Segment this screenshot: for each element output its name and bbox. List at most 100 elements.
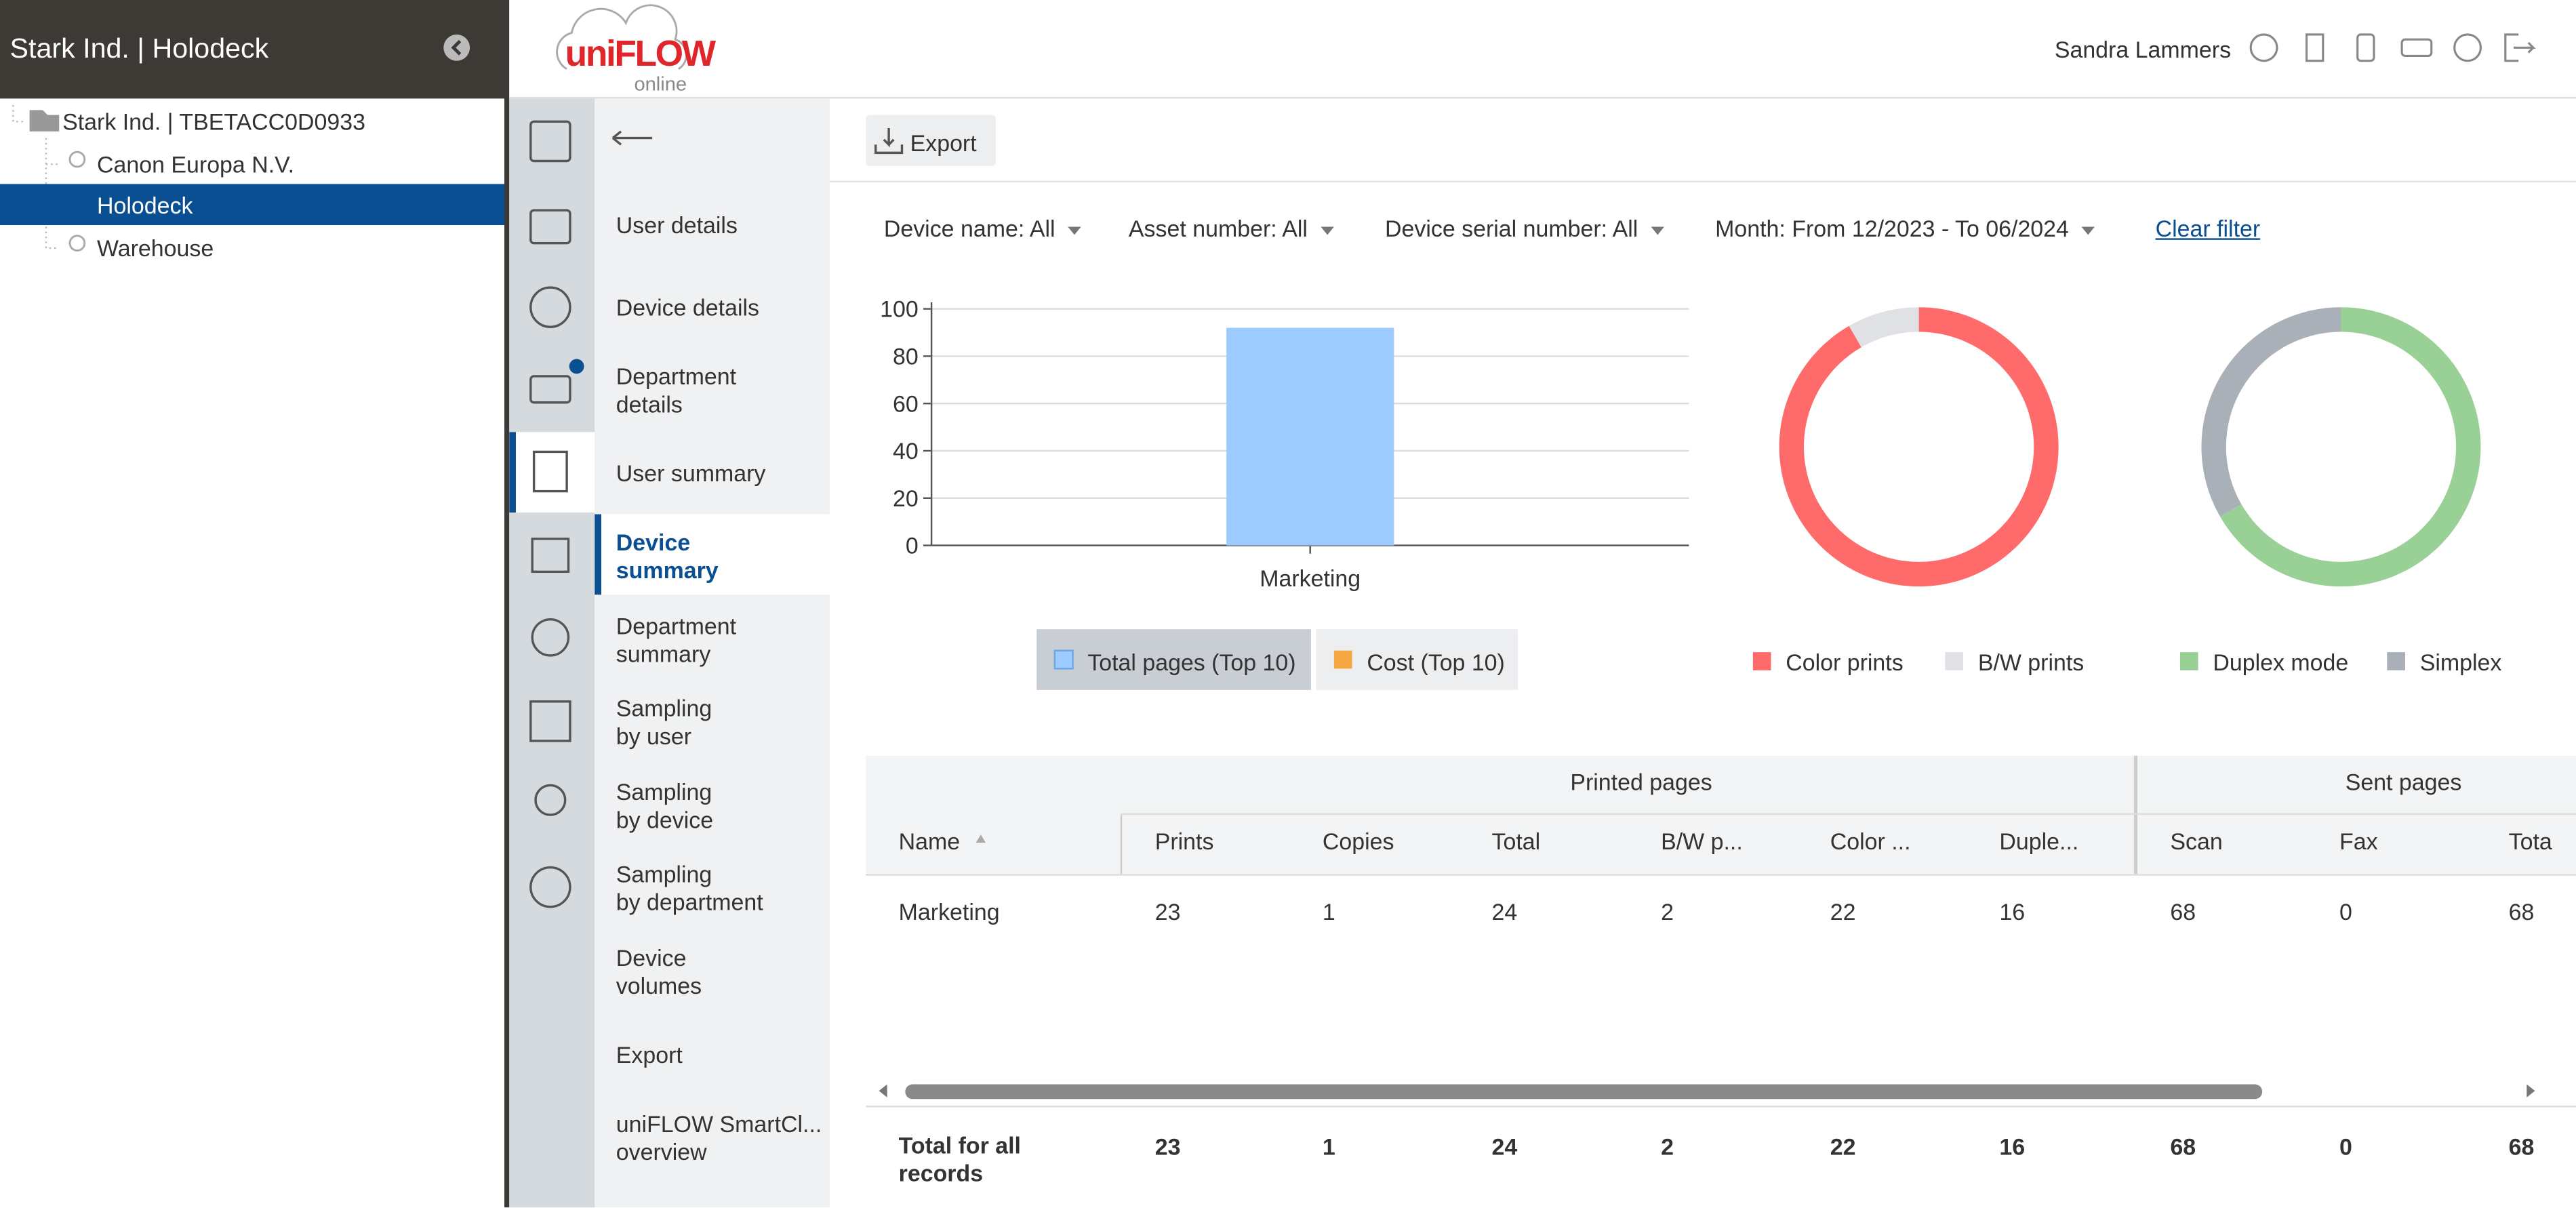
building-icon[interactable] [2305, 33, 2325, 62]
legend-swatch [2387, 652, 2405, 670]
menu-item[interactable]: by user [616, 723, 692, 750]
menu-item[interactable]: Sampling [616, 860, 712, 887]
cell: 0 [2339, 898, 2352, 925]
filter[interactable]: Asset number: All [1129, 212, 1334, 245]
sort-icon [975, 834, 986, 843]
clear-filter[interactable]: Clear filter [2155, 215, 2261, 242]
menu-item[interactable]: Sampling [616, 778, 712, 805]
menu-item[interactable]: User details [616, 212, 738, 239]
menu-item[interactable]: Device [616, 529, 691, 556]
total-cell: 16 [1999, 1133, 2026, 1160]
menu-item[interactable]: Device [616, 944, 687, 971]
total-cell: 24 [1491, 1133, 1518, 1160]
tree-item[interactable]: Holodeck [96, 192, 193, 219]
legend-label: Total pages (Top 10) [1087, 650, 1295, 676]
export-icon [874, 128, 904, 155]
total-cell: 23 [1154, 1133, 1181, 1160]
legend-label: Cost (Top 10) [1367, 650, 1505, 676]
cell: 24 [1491, 898, 1518, 925]
icon-active-bar [509, 432, 516, 513]
column-header: Tota [2508, 828, 2552, 855]
menu-item[interactable]: Sampling [616, 695, 712, 721]
legend-button[interactable] [1037, 629, 1311, 690]
tree-item[interactable]: Stark Ind. | TBETACC0D0933 [62, 108, 366, 135]
pie-slice [1779, 307, 2059, 587]
logout-icon[interactable] [2504, 33, 2536, 62]
column-header: Scan [2170, 828, 2223, 855]
help-icon[interactable] [2453, 33, 2482, 62]
column-header[interactable]: Name [898, 828, 961, 855]
info-icon[interactable] [529, 866, 571, 908]
collapse-icon[interactable] [443, 34, 470, 61]
menu-item[interactable]: Department [616, 363, 737, 390]
col-sep [1120, 815, 1123, 874]
pin-icon [68, 150, 86, 168]
y-tick-label: 20 [893, 486, 919, 512]
settings-icon[interactable] [531, 618, 570, 657]
export-button[interactable] [866, 115, 996, 166]
bar [1226, 327, 1394, 546]
filter[interactable]: Device name: All [884, 212, 1081, 245]
user-name: Sandra Lammers [2054, 36, 2232, 63]
user-icon[interactable] [2249, 33, 2278, 62]
menu-item[interactable]: Export [616, 1041, 683, 1068]
user-icon[interactable] [529, 286, 571, 328]
menu-item[interactable]: by device [616, 806, 714, 833]
menu-item[interactable]: volumes [616, 972, 702, 999]
mobile-icon[interactable] [2356, 33, 2375, 62]
toolbar-line [829, 180, 2576, 183]
notification-dot [569, 359, 584, 374]
group-header: Printed pages [1570, 769, 1712, 795]
cell: Marketing [898, 898, 1000, 925]
export-label[interactable]: Export [910, 129, 977, 157]
filter[interactable]: Device serial number: All [1385, 212, 1664, 245]
menu-item[interactable]: details [616, 390, 683, 418]
legend-swatch [1945, 652, 1964, 670]
menu-item[interactable]: Department [616, 612, 737, 639]
column-header: Prints [1154, 828, 1214, 855]
boxes-icon[interactable] [531, 538, 570, 573]
legend-swatch [1333, 650, 1352, 669]
pie-slice [1849, 307, 1919, 348]
column-header: Color ... [1830, 828, 1911, 855]
cell: 23 [1154, 898, 1181, 925]
legend-swatch [2179, 652, 2198, 670]
x-tick-label: Marketing [1260, 566, 1361, 592]
scrollbar-thumb[interactable] [905, 1084, 2263, 1100]
menu-item[interactable]: uniFLOW SmartCl... [616, 1110, 822, 1137]
total-cell: 22 [1830, 1133, 1856, 1160]
header-icons [2249, 33, 2536, 62]
cell: 68 [2508, 898, 2535, 925]
tree-item[interactable]: Warehouse [96, 235, 214, 262]
tray-icon[interactable] [529, 209, 571, 245]
location-icon[interactable] [534, 784, 567, 816]
legend-label: Duplex mode [2213, 650, 2348, 676]
dashboard-icon[interactable] [529, 120, 571, 163]
cell: 16 [1999, 898, 2026, 925]
menu-item[interactable]: summary [616, 557, 719, 584]
back-arrow[interactable] [611, 130, 653, 146]
menu-item[interactable]: User summary [616, 460, 766, 487]
column-header: Duple... [1999, 828, 2079, 855]
filter[interactable]: Month: From 12/2023 - To 06/2024 [1715, 212, 2095, 245]
legend-swatch [1053, 649, 1074, 670]
tree-item[interactable]: Canon Europa N.V. [96, 150, 295, 178]
checklist-icon[interactable] [529, 700, 571, 742]
logo-sub: online [634, 72, 687, 96]
menu-item[interactable]: by department [616, 889, 763, 915]
legend-label: Color prints [1786, 650, 1903, 676]
menu-item[interactable]: Device details [616, 294, 760, 321]
scroll-arrows[interactable] [879, 1084, 2535, 1098]
menu-item[interactable]: summary [616, 641, 711, 667]
printer-icon[interactable] [2400, 38, 2433, 57]
tree-selected [0, 184, 505, 226]
printer-icon[interactable] [529, 375, 571, 404]
folder-icon [29, 110, 60, 132]
total-cell: Total for all records [898, 1131, 1021, 1186]
report-icon[interactable] [532, 450, 568, 493]
menu-item[interactable]: overview [616, 1138, 707, 1165]
menu [595, 98, 830, 1208]
divider [504, 0, 510, 1208]
